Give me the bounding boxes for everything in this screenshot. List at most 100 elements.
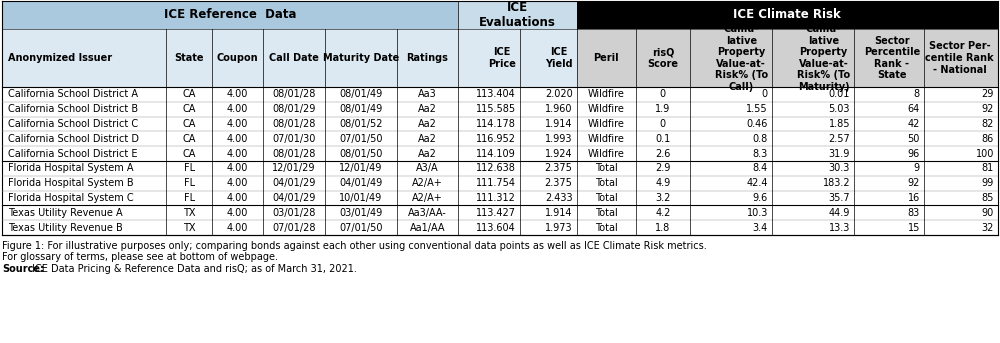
Bar [520, 161, 577, 176]
Text: 0: 0 [660, 90, 666, 99]
Text: Sector
Percentile
Rank -
State: Sector Percentile Rank - State [864, 36, 920, 80]
Text: ICE Data Pricing & Reference Data and risQ; as of March 31, 2021.: ICE Data Pricing & Reference Data and ri… [29, 264, 357, 274]
Bar [577, 191, 636, 205]
Text: FL: FL [184, 163, 195, 174]
Bar [690, 117, 772, 131]
Bar [212, 161, 263, 176]
Bar [397, 191, 458, 205]
Text: Coupon: Coupon [217, 53, 258, 63]
Text: 1.9: 1.9 [655, 104, 671, 114]
Bar [458, 146, 520, 161]
Bar [397, 146, 458, 161]
Bar [577, 146, 636, 161]
Text: 1.960: 1.960 [545, 104, 573, 114]
Text: 0.1: 0.1 [655, 134, 671, 144]
Text: FL: FL [184, 193, 195, 203]
Bar [854, 29, 924, 87]
Bar [772, 87, 854, 102]
Bar [166, 146, 212, 161]
Text: 183.2: 183.2 [822, 178, 850, 188]
Text: Aa3: Aa3 [418, 90, 437, 99]
Bar [854, 146, 924, 161]
Text: 92: 92 [982, 104, 994, 114]
Bar [397, 205, 458, 220]
Bar [772, 146, 854, 161]
Text: 04/01/49: 04/01/49 [339, 178, 382, 188]
Text: 2.57: 2.57 [828, 134, 850, 144]
Text: Total: Total [595, 163, 618, 174]
Text: 1.914: 1.914 [545, 208, 573, 218]
Text: 2.9: 2.9 [655, 163, 671, 174]
Bar [325, 176, 397, 191]
Bar [263, 161, 325, 176]
Text: 8.4: 8.4 [753, 163, 768, 174]
Text: 16: 16 [908, 193, 920, 203]
Text: 4.00: 4.00 [227, 119, 248, 129]
Text: 82: 82 [982, 119, 994, 129]
Bar [458, 205, 520, 220]
Bar [397, 161, 458, 176]
Bar [2, 146, 166, 161]
Bar [325, 87, 397, 102]
Bar [2, 131, 166, 146]
Text: Call Date: Call Date [269, 53, 319, 63]
Text: California School District E: California School District E [8, 149, 138, 158]
Bar [458, 131, 520, 146]
Bar [924, 220, 998, 235]
Text: CA: CA [182, 119, 196, 129]
Text: 1.993: 1.993 [545, 134, 573, 144]
Bar [263, 220, 325, 235]
Bar [772, 191, 854, 205]
Bar [520, 87, 577, 102]
Bar [263, 102, 325, 117]
Bar [577, 176, 636, 191]
Text: 81: 81 [982, 163, 994, 174]
Text: California School District A: California School District A [8, 90, 138, 99]
Text: 31.9: 31.9 [829, 149, 850, 158]
Text: CA: CA [182, 149, 196, 158]
Text: 32: 32 [982, 223, 994, 233]
Bar [263, 176, 325, 191]
Bar [212, 102, 263, 117]
Bar [212, 87, 263, 102]
Text: 4.00: 4.00 [227, 149, 248, 158]
Bar [854, 161, 924, 176]
Bar [577, 117, 636, 131]
Bar [212, 176, 263, 191]
Bar [577, 220, 636, 235]
Text: 50: 50 [908, 134, 920, 144]
Text: 9.6: 9.6 [753, 193, 768, 203]
Bar [458, 102, 520, 117]
Text: A2/A+: A2/A+ [412, 178, 443, 188]
Bar [772, 131, 854, 146]
Text: Cumu-
lative
Property
Value-at-
Risk% (To
Call): Cumu- lative Property Value-at- Risk% (T… [715, 24, 768, 92]
Bar [263, 29, 325, 87]
Text: 116.952: 116.952 [476, 134, 516, 144]
Bar [636, 87, 690, 102]
Bar [166, 191, 212, 205]
Text: California School District B: California School District B [8, 104, 138, 114]
Bar [325, 29, 397, 87]
Bar [520, 131, 577, 146]
Text: 2.375: 2.375 [545, 178, 573, 188]
Text: Florida Hospital System B: Florida Hospital System B [8, 178, 134, 188]
Text: 2.6: 2.6 [655, 149, 671, 158]
Bar [212, 29, 263, 87]
Bar [690, 131, 772, 146]
Text: 42: 42 [908, 119, 920, 129]
Bar [397, 220, 458, 235]
Text: 0.46: 0.46 [746, 119, 768, 129]
Bar [166, 205, 212, 220]
Text: 08/01/28: 08/01/28 [272, 90, 316, 99]
Text: California School District C: California School District C [8, 119, 138, 129]
Text: 44.9: 44.9 [829, 208, 850, 218]
Text: risQ
Score: risQ Score [647, 47, 678, 69]
Bar [924, 102, 998, 117]
Bar [636, 191, 690, 205]
Text: Total: Total [595, 178, 618, 188]
Text: ICE
Evaluations: ICE Evaluations [479, 1, 556, 29]
Bar [636, 161, 690, 176]
Bar [924, 161, 998, 176]
Text: 07/01/28: 07/01/28 [272, 223, 316, 233]
Text: Texas Utility Revenue B: Texas Utility Revenue B [8, 223, 123, 233]
